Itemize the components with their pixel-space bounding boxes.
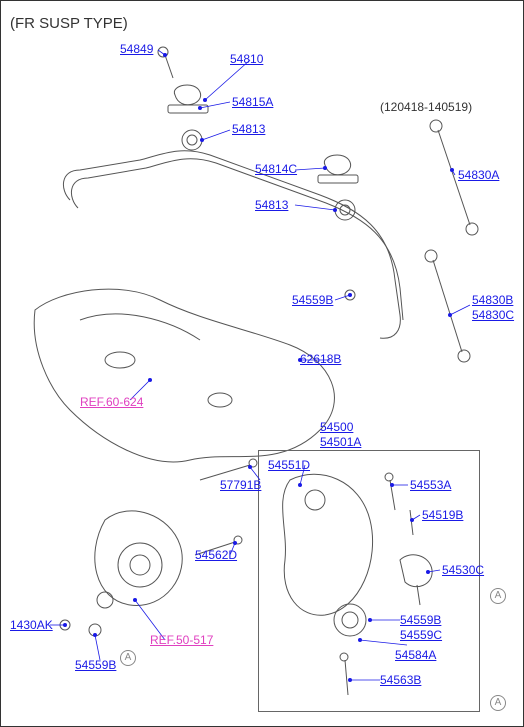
label-54830A[interactable]: 54830A [458, 168, 499, 182]
diagram-page: (FR SUSP TYPE) 54849 54810 54815A 54813 … [0, 0, 524, 727]
label-54563B[interactable]: 54563B [380, 673, 421, 687]
label-54813-upper[interactable]: 54813 [232, 122, 265, 136]
label-ref-60-624[interactable]: REF.60-624 [80, 395, 143, 409]
label-54519B[interactable]: 54519B [422, 508, 463, 522]
marker-A-2: A [490, 588, 506, 604]
label-54810[interactable]: 54810 [230, 52, 263, 66]
label-ref-50-517[interactable]: REF.50-517 [150, 633, 213, 647]
label-57791B[interactable]: 57791B [220, 478, 261, 492]
label-54530C[interactable]: 54530C [442, 563, 484, 577]
marker-A-3: A [490, 695, 506, 711]
label-54551D[interactable]: 54551D [268, 458, 310, 472]
label-54559B-arm[interactable]: 54559B [400, 613, 441, 627]
marker-A-1: A [120, 650, 136, 666]
label-54849[interactable]: 54849 [120, 42, 153, 56]
label-54559B-knuckle[interactable]: 54559B [75, 658, 116, 672]
label-54559B-bar[interactable]: 54559B [292, 293, 333, 307]
label-54830C[interactable]: 54830C [472, 308, 514, 322]
label-54500[interactable]: 54500 [320, 420, 353, 434]
label-date-range: (120418-140519) [380, 100, 472, 114]
label-62618B[interactable]: 62618B [300, 352, 341, 366]
label-1430AK[interactable]: 1430AK [10, 618, 53, 632]
label-54559C[interactable]: 54559C [400, 628, 442, 642]
label-54814C[interactable]: 54814C [255, 162, 297, 176]
label-54553A[interactable]: 54553A [410, 478, 451, 492]
label-54562D[interactable]: 54562D [195, 548, 237, 562]
label-54830B[interactable]: 54830B [472, 293, 513, 307]
diagram-title: (FR SUSP TYPE) [10, 15, 128, 32]
label-54501A[interactable]: 54501A [320, 435, 361, 449]
label-54584A[interactable]: 54584A [395, 648, 436, 662]
label-54815A[interactable]: 54815A [232, 95, 273, 109]
label-54813-lower[interactable]: 54813 [255, 198, 288, 212]
